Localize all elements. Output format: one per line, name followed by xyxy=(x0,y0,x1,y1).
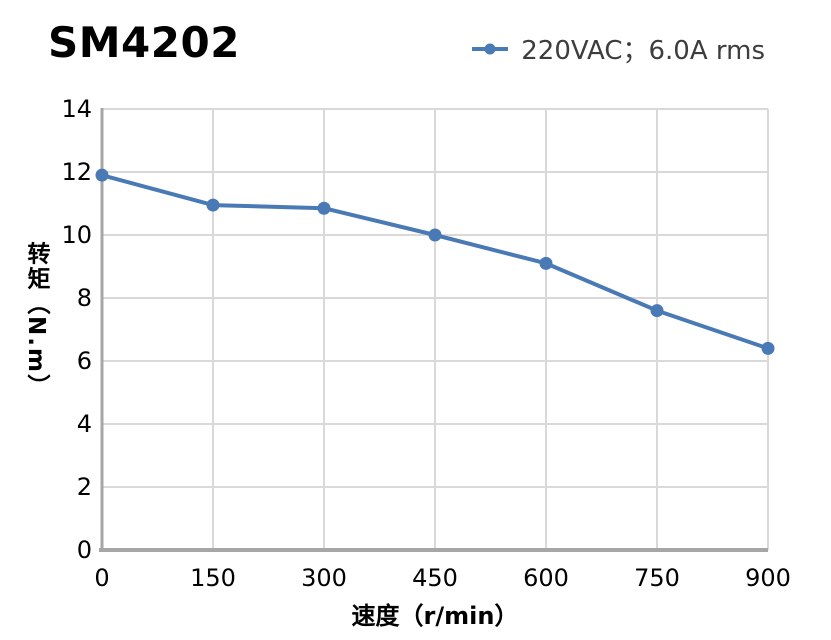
data-point-marker xyxy=(539,256,553,270)
data-point-marker xyxy=(761,341,775,355)
y-tick-label: 6 xyxy=(76,347,92,375)
y-tick-label: 0 xyxy=(76,536,92,564)
x-tick-label: 450 xyxy=(412,564,458,592)
y-tick-label: 4 xyxy=(76,410,92,438)
y-axis-title: 转矩（N.m） xyxy=(23,241,49,399)
y-tick-label: 8 xyxy=(76,284,92,312)
data-point-marker xyxy=(95,168,109,182)
x-tick-label: 900 xyxy=(745,564,791,592)
x-tick-label: 150 xyxy=(190,564,236,592)
data-point-marker xyxy=(317,201,331,215)
x-tick-label: 300 xyxy=(301,564,347,592)
x-tick-label: 750 xyxy=(634,564,680,592)
data-point-marker xyxy=(428,228,442,242)
chart-title: SM4202 xyxy=(48,18,240,67)
x-axis-title: 速度（r/min） xyxy=(351,602,519,630)
y-tick-label: 10 xyxy=(61,221,92,249)
x-tick-label: 0 xyxy=(94,564,110,592)
y-tick-label: 14 xyxy=(61,95,92,123)
legend-marker-icon xyxy=(472,41,509,57)
legend: 220VAC；6.0A rms xyxy=(472,30,765,67)
y-tick-label: 2 xyxy=(76,473,92,501)
data-point-marker xyxy=(650,304,664,318)
legend-label: 220VAC；6.0A rms xyxy=(521,36,765,66)
y-tick-label: 12 xyxy=(61,158,92,186)
x-tick-label: 600 xyxy=(523,564,569,592)
data-point-marker xyxy=(206,198,220,212)
